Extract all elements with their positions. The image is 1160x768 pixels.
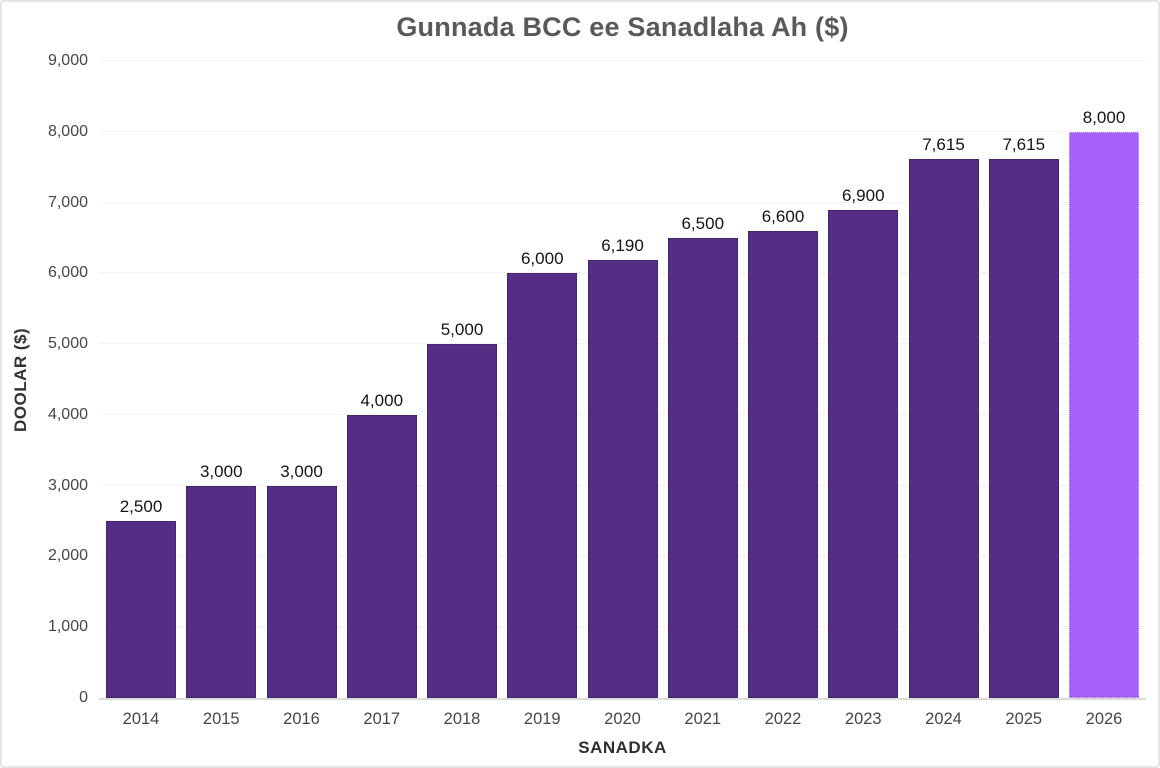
bar: 6,190 <box>587 236 658 698</box>
bar-column: 8,000 2026 <box>1069 61 1139 728</box>
bar-column: 7,615 2024 <box>908 61 979 728</box>
x-axis-title: SANADKA <box>578 738 667 757</box>
bar-column: 7,615 2025 <box>988 61 1059 728</box>
bar-value-label: 3,000 <box>280 461 323 481</box>
bar: 6,900 <box>828 186 899 698</box>
bar: 6,600 <box>748 207 818 698</box>
y-tick-label: 8,000 <box>47 122 88 140</box>
gridline <box>99 201 1146 203</box>
x-tick-label: 2018 <box>443 710 481 728</box>
bar-value-label: 6,000 <box>520 249 564 269</box>
x-tick-label: 2019 <box>523 710 561 728</box>
bar-value-label: 3,000 <box>199 461 243 481</box>
bar-column: 3,000 2016 <box>266 61 337 728</box>
y-tick-label: 3,000 <box>47 476 88 494</box>
bar-value-label: 8,000 <box>1082 107 1126 127</box>
bar-column: 2,500 2014 <box>106 61 176 728</box>
y-tick-label: 9,000 <box>47 52 88 69</box>
bar-column: 3,000 2015 <box>186 61 257 728</box>
x-tick-label: 2020 <box>604 710 641 728</box>
bar: 3,000 <box>266 462 337 698</box>
y-tick-label: 1,000 <box>47 618 88 636</box>
bar-column: 6,000 2019 <box>507 61 578 728</box>
x-tick-label: 2022 <box>764 710 802 728</box>
bar: 5,000 <box>427 320 497 698</box>
gridline <box>99 60 1146 61</box>
bar-value-label: 6,600 <box>761 206 805 226</box>
bar-value-label: 6,500 <box>681 213 725 233</box>
y-tick-label: 4,000 <box>47 405 88 423</box>
y-tick-label: 2,000 <box>47 547 88 565</box>
bar: 6,500 <box>667 214 738 698</box>
bar-column: 6,600 2022 <box>748 61 818 728</box>
bar: 6,000 <box>507 249 578 698</box>
bar-column: 5,000 2018 <box>427 61 497 728</box>
bar-value-label: 4,000 <box>360 390 404 410</box>
x-tick-label: 2015 <box>202 710 240 728</box>
bar-value-label: 2,500 <box>119 497 163 517</box>
bar: 7,615 <box>908 135 979 698</box>
bar-highlighted: 8,000 <box>1069 108 1139 698</box>
x-tick-label: 2025 <box>1005 710 1043 728</box>
bars-row: 2,500 2014 3,000 2015 3,000 2016 4,000 2017 5,00… <box>99 61 1146 728</box>
bar-value-label: 7,615 <box>1002 135 1046 155</box>
bar-value-label: 5,000 <box>440 320 484 340</box>
plot-area: 2,500 2014 3,000 2015 3,000 2016 4,000 2017 5,00… <box>99 60 1146 728</box>
bar-value-label: 7,615 <box>922 135 965 155</box>
x-tick-label: 2023 <box>844 710 882 728</box>
x-tick-label: 2026 <box>1085 710 1123 728</box>
bar-column: 4,000 2017 <box>346 61 417 728</box>
bar-value-label: 6,190 <box>601 235 644 255</box>
chart-title: Gunnada BCC ee Sanadlaha Ah ($) <box>396 12 849 42</box>
bar: 7,615 <box>988 135 1059 698</box>
bar: 2,500 <box>106 497 176 698</box>
x-tick-label: 2016 <box>283 710 320 728</box>
x-tick-label: 2017 <box>363 710 401 728</box>
bar: 3,000 <box>186 462 257 698</box>
y-tick-label: 6,000 <box>47 264 88 282</box>
bar-column: 6,900 2023 <box>828 61 899 728</box>
bar: 4,000 <box>346 391 417 698</box>
x-tick-label: 2024 <box>925 710 962 728</box>
y-tick-label: 7,000 <box>47 193 88 211</box>
y-tick-label: 5,000 <box>47 335 88 353</box>
bar-column: 6,190 2020 <box>587 61 658 728</box>
x-tick-label: 2021 <box>684 710 722 728</box>
x-tick-label: 2014 <box>122 710 160 728</box>
bar-column: 6,500 2021 <box>667 61 738 728</box>
gridline <box>99 130 1146 132</box>
bar-value-label: 6,900 <box>841 185 885 205</box>
y-tick-label: 0 <box>79 689 88 706</box>
y-axis-tick-labels: 0 1,000 2,000 3,000 4,000 5,000 6,000 7,000 8,00… <box>2 52 88 706</box>
